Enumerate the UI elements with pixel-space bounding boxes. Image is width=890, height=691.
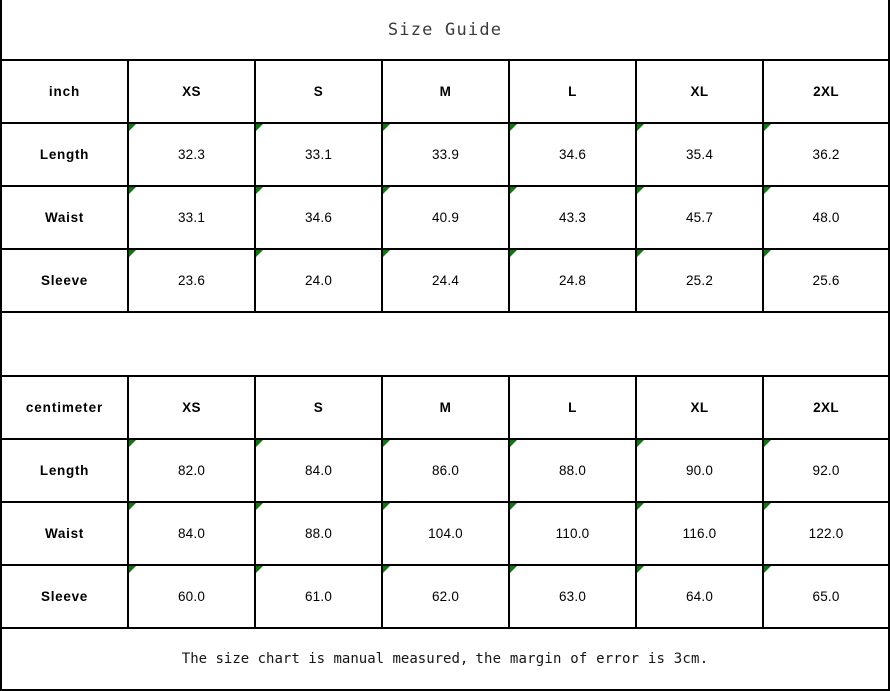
- row-label-length-inch: Length: [0, 122, 129, 187]
- cell-inch-length-xl: 35.4: [635, 122, 764, 187]
- cell-cm-waist-m: 104.0: [381, 501, 510, 566]
- cell-inch-length-xs: 32.3: [127, 122, 256, 187]
- unit-header-inch: inch: [0, 59, 129, 124]
- size-header-cm-s: S: [254, 375, 383, 440]
- size-header-cm-xs: XS: [127, 375, 256, 440]
- table-row: Length 32.3 33.1 33.9 34.6 35.4 36.2: [0, 122, 890, 187]
- page-title: Size Guide: [0, 0, 890, 61]
- row-label-length-cm: Length: [0, 438, 129, 503]
- cell-inch-sleeve-2xl: 25.6: [761, 248, 890, 313]
- cell-cm-sleeve-2xl: 65.0: [761, 564, 890, 629]
- cell-inch-sleeve-s: 24.0: [254, 248, 383, 313]
- size-header-cm-2xl: 2XL: [761, 375, 890, 440]
- cell-inch-waist-l: 43.3: [508, 185, 637, 250]
- title-row: Size Guide: [0, 0, 890, 61]
- row-label-waist-cm: Waist: [0, 501, 129, 566]
- cell-cm-waist-xl: 116.0: [635, 501, 764, 566]
- header-row-centimeter: centimeter XS S M L XL 2XL: [0, 375, 890, 440]
- disclaimer-part-2: the margin of error is 3cm.: [475, 651, 709, 667]
- cell-inch-length-l: 34.6: [508, 122, 637, 187]
- table-row: Waist 84.0 88.0 104.0 110.0 116.0 122.0: [0, 501, 890, 566]
- cell-cm-length-s: 84.0: [254, 438, 383, 503]
- cell-inch-waist-m: 40.9: [381, 185, 510, 250]
- cell-cm-waist-s: 88.0: [254, 501, 383, 566]
- cell-cm-waist-2xl: 122.0: [761, 501, 890, 566]
- table-spacer: [0, 311, 890, 377]
- table-row: Waist 33.1 34.6 40.9 43.3 45.7 48.0: [0, 185, 890, 250]
- cell-cm-length-xs: 82.0: [127, 438, 256, 503]
- footer-row: The size chart is manual measured, the ma…: [0, 627, 890, 691]
- cell-inch-sleeve-xs: 23.6: [127, 248, 256, 313]
- cell-cm-sleeve-s: 61.0: [254, 564, 383, 629]
- cell-cm-sleeve-xl: 64.0: [635, 564, 764, 629]
- cell-inch-length-m: 33.9: [381, 122, 510, 187]
- cell-cm-waist-l: 110.0: [508, 501, 637, 566]
- cell-inch-sleeve-xl: 25.2: [635, 248, 764, 313]
- cell-cm-sleeve-m: 62.0: [381, 564, 510, 629]
- header-row-inch: inch XS S M L XL 2XL: [0, 59, 890, 124]
- cell-inch-sleeve-m: 24.4: [381, 248, 510, 313]
- size-header-xs: XS: [127, 59, 256, 124]
- size-header-s: S: [254, 59, 383, 124]
- size-header-xl: XL: [635, 59, 764, 124]
- cell-cm-waist-xs: 84.0: [127, 501, 256, 566]
- cell-inch-waist-s: 34.6: [254, 185, 383, 250]
- cell-inch-length-2xl: 36.2: [761, 122, 890, 187]
- cell-inch-waist-xs: 33.1: [127, 185, 256, 250]
- cell-inch-waist-2xl: 48.0: [761, 185, 890, 250]
- table-row: Sleeve 60.0 61.0 62.0 63.0 64.0 65.0: [0, 564, 890, 629]
- cell-inch-length-s: 33.1: [254, 122, 383, 187]
- cell-cm-length-xl: 90.0: [635, 438, 764, 503]
- table-row: Sleeve 23.6 24.0 24.4 24.8 25.2 25.6: [0, 248, 890, 313]
- cell-cm-length-l: 88.0: [508, 438, 637, 503]
- cell-cm-sleeve-l: 63.0: [508, 564, 637, 629]
- row-label-sleeve-cm: Sleeve: [0, 564, 129, 629]
- row-label-sleeve-inch: Sleeve: [0, 248, 129, 313]
- size-header-cm-l: L: [508, 375, 637, 440]
- unit-header-centimeter: centimeter: [0, 375, 129, 440]
- size-header-cm-xl: XL: [635, 375, 764, 440]
- spacer-row: [0, 311, 890, 377]
- cell-cm-length-m: 86.0: [381, 438, 510, 503]
- cell-cm-sleeve-xs: 60.0: [127, 564, 256, 629]
- row-label-waist-inch: Waist: [0, 185, 129, 250]
- size-header-l: L: [508, 59, 637, 124]
- measurement-disclaimer: The size chart is manual measured, the ma…: [0, 627, 890, 691]
- size-header-2xl: 2XL: [761, 59, 890, 124]
- cell-inch-waist-xl: 45.7: [635, 185, 764, 250]
- cell-cm-length-2xl: 92.0: [761, 438, 890, 503]
- cell-inch-sleeve-l: 24.8: [508, 248, 637, 313]
- disclaimer-part-1: The size chart is manual measured,: [181, 651, 469, 667]
- size-header-cm-m: M: [381, 375, 510, 440]
- table-row: Length 82.0 84.0 86.0 88.0 90.0 92.0: [0, 438, 890, 503]
- size-header-m: M: [381, 59, 510, 124]
